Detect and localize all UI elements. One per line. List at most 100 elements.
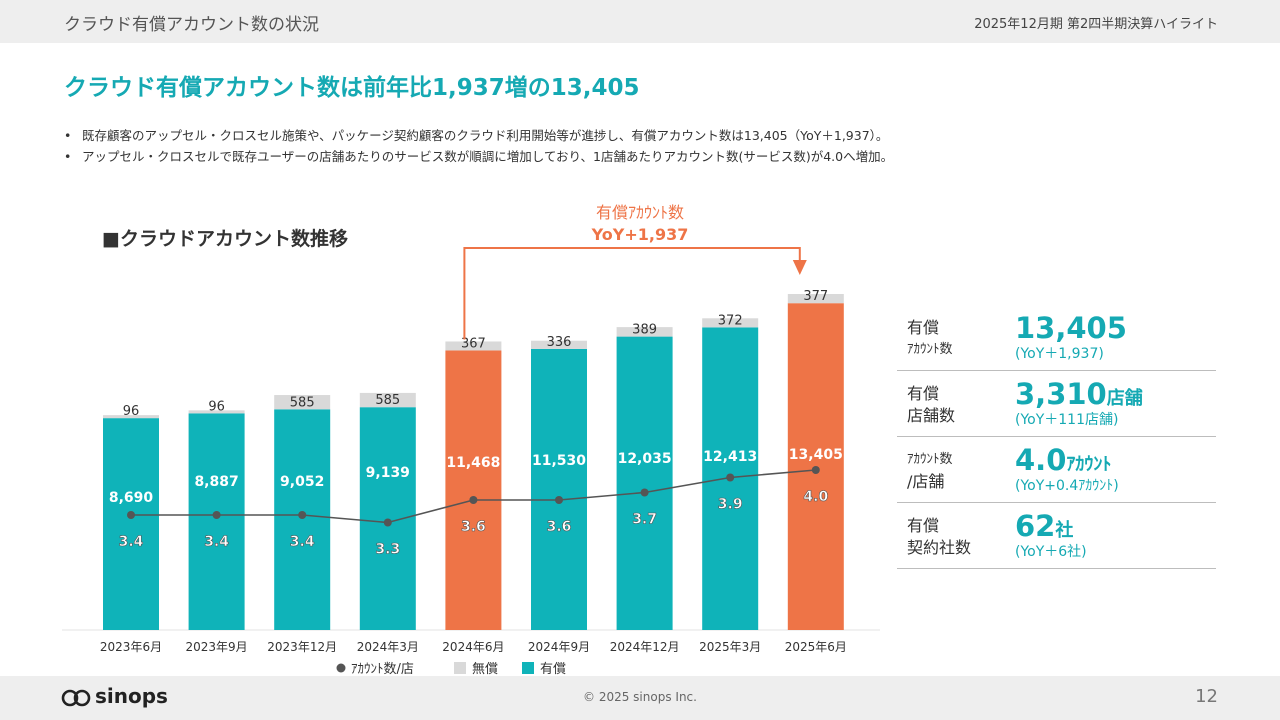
kpi-label: 有償 (907, 516, 940, 535)
kpi-yoy: (YoY＋6社) (1015, 544, 1087, 560)
kpi-value: 13,405 (1015, 311, 1127, 345)
bar-paid (188, 413, 245, 630)
x-tick-label: 2024年3月 (357, 640, 419, 654)
ratio-point (726, 473, 735, 482)
bar-paid (616, 336, 673, 630)
label-ratio: 3.4 (290, 534, 315, 550)
kpi-label: 店舗数 (907, 406, 956, 425)
legend-label-ratio: ｱｶｳﾝﾄ数/店 (351, 662, 414, 675)
ratio-point (555, 496, 563, 504)
kpi-yoy: (YoY+0.4ｱｶｳﾝﾄ) (1015, 478, 1119, 494)
kpi-value: 4.0 (1015, 443, 1067, 477)
label-ratio: 3.7 (632, 512, 657, 528)
ratio-point (127, 511, 135, 519)
kpi-unit: 社 (1055, 520, 1074, 541)
label-free: 96 (208, 399, 225, 414)
label-ratio: 3.4 (204, 534, 229, 550)
label-paid: 11,530 (532, 453, 586, 469)
label-ratio: 3.6 (547, 519, 572, 535)
x-tick-label: 2024年12月 (610, 640, 680, 654)
kpi-value: 3,310 (1015, 377, 1107, 411)
bar-free (274, 395, 331, 410)
account-chart: 96 8,690 96 8,887 585 9,052 585 9,139 367 11,468 3… (62, 203, 880, 675)
ratio-point (383, 518, 392, 527)
sinops-logo-icon (61, 689, 91, 707)
bar-free (531, 340, 587, 349)
logo-text: sinops (95, 684, 168, 708)
label-paid: 8,887 (194, 474, 238, 490)
annotation-value: YoY+1,937 (591, 225, 689, 244)
x-tick-label: 2025年6月 (785, 640, 847, 654)
kpi-label: 有償 (907, 384, 940, 403)
x-tick-label: 2023年6月 (100, 640, 162, 654)
copyright: © 2025 sinops Inc. (583, 690, 697, 704)
chart-title: ■クラウドアカウント数推移 (102, 228, 348, 250)
legend-marker-paid (522, 662, 534, 674)
kpi-label: ｱｶｳﾝﾄ数 (907, 342, 953, 357)
section-title: クラウド有償アカウント数の状況 (64, 15, 319, 35)
kpi-table: 有償 ｱｶｳﾝﾄ数 13,405 (YoY＋1,937) 有償 店舗数 3,31… (897, 305, 1216, 569)
legend-marker-ratio (336, 663, 346, 673)
ratio-point (640, 488, 649, 497)
x-tick-label: 2025年3月 (699, 640, 761, 654)
legend-label-paid: 有償 (540, 662, 566, 675)
bar-paid (445, 350, 502, 630)
bullet-list: 既存顧客のアップセル・クロスセル施策や、パッケージ契約顧客のクラウド利用開始等が… (64, 125, 893, 167)
ratio-point (469, 496, 478, 504)
annotation-bracket (463, 247, 801, 340)
label-paid: 12,035 (618, 451, 672, 467)
kpi-label: ｱｶｳﾝﾄ数 (907, 452, 953, 467)
x-tick-label: 2024年9月 (528, 640, 590, 654)
kpi-yoy: (YoY＋111店舗) (1015, 412, 1119, 428)
label-ratio: 4.0 (803, 489, 828, 505)
label-ratio: 3.9 (718, 497, 743, 513)
label-free: 585 (290, 395, 315, 410)
label-free: 377 (803, 289, 828, 304)
kpi-row-paid-accounts: 有償 ｱｶｳﾝﾄ数 13,405 (YoY＋1,937) (897, 305, 1216, 371)
bar-free (359, 392, 416, 408)
top-header-bar: クラウド有償アカウント数の状況 2025年12月期 第2四半期決算ハイライト (0, 0, 1280, 43)
x-tick-label: 2024年6月 (442, 640, 504, 654)
report-period: 2025年12月期 第2四半期決算ハイライト (974, 17, 1218, 32)
ratio-point (212, 511, 221, 519)
bar-paid (103, 418, 159, 630)
kpi-label: 契約社数 (907, 538, 972, 557)
bar-free (616, 327, 673, 337)
label-paid: 11,468 (446, 455, 500, 471)
kpi-unit: ｱｶｳﾝﾄ (1066, 454, 1112, 475)
x-tick-label: 2023年12月 (267, 640, 337, 654)
label-free: 336 (547, 335, 572, 350)
annotation-arrow-icon (792, 260, 807, 275)
kpi-label: /店舗 (907, 472, 945, 491)
bar-free (787, 294, 844, 304)
kpi-value: 62 (1015, 509, 1056, 543)
bullet-item: 既存顧客のアップセル・クロスセル施策や、パッケージ契約顧客のクラウド利用開始等が… (64, 125, 893, 146)
label-free: 96 (123, 404, 140, 419)
bar-free (188, 410, 245, 414)
annotation-label: 有償ｱｶｳﾝﾄ数 (596, 203, 684, 222)
label-ratio: 3.3 (375, 542, 400, 558)
footer: sinops © 2025 sinops Inc. 12 (0, 676, 1280, 720)
bar-free (702, 318, 759, 328)
kpi-row-contracts: 有償 契約社数 62社 (YoY＋6社) (897, 503, 1216, 569)
x-tick-label: 2023年9月 (186, 640, 248, 654)
label-paid: 9,052 (280, 474, 324, 490)
bar-free (103, 415, 159, 419)
label-free: 372 (718, 313, 743, 328)
kpi-yoy: (YoY＋1,937) (1015, 346, 1104, 362)
legend-label-free: 無償 (472, 662, 498, 675)
ratio-point (298, 511, 307, 519)
bar-paid (274, 409, 331, 630)
label-free: 367 (461, 336, 486, 351)
kpi-unit: 店舗 (1106, 388, 1143, 409)
kpi-row-accounts-per-store: ｱｶｳﾝﾄ数 /店舗 4.0ｱｶｳﾝﾄ (YoY+0.4ｱｶｳﾝﾄ) (897, 437, 1216, 503)
label-paid: 12,413 (703, 449, 757, 465)
kpi-row-paid-stores: 有償 店舗数 3,310店舗 (YoY＋111店舗) (897, 371, 1216, 437)
bar-paid (531, 348, 587, 630)
label-paid: 9,139 (366, 465, 410, 481)
label-ratio: 3.4 (119, 534, 144, 550)
page-number: 12 (1195, 686, 1218, 707)
label-free: 585 (375, 393, 400, 408)
legend-marker-free (454, 662, 466, 674)
label-free: 389 (632, 323, 657, 338)
